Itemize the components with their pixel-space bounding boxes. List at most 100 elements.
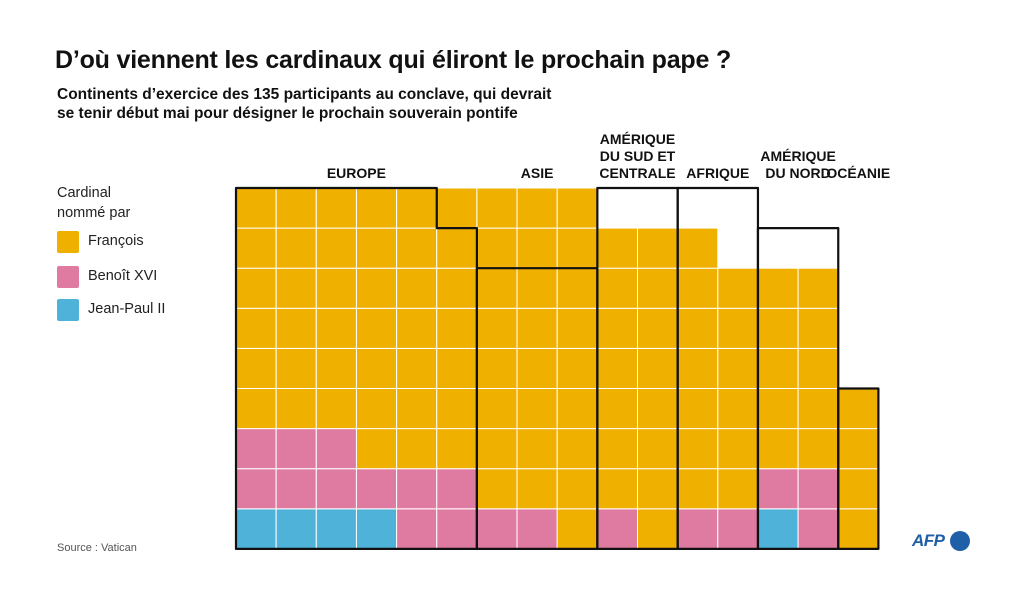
- cell-amerique-du-nord-francois: [757, 388, 799, 430]
- legend-label-benoit-xvi: Benoît XVI: [88, 268, 158, 284]
- afp-logo-dot: [950, 531, 970, 551]
- cell-afrique-francois: [717, 428, 759, 470]
- cell-europe-francois: [396, 307, 438, 349]
- cell-amerique-du-nord-francois: [797, 428, 839, 470]
- cell-afrique-francois: [677, 347, 719, 389]
- cell-afrique-francois: [556, 187, 598, 229]
- cell-afrique-benoit-xvi: [717, 508, 759, 550]
- cell-europe-francois: [396, 347, 438, 389]
- cell-europe-francois: [355, 267, 398, 309]
- cell-europe-francois: [275, 187, 317, 229]
- cell-afrique-francois: [596, 227, 638, 269]
- category-label-afrique-line-1: AFRIQUE: [686, 165, 749, 181]
- cell-europe-benoit-xvi: [315, 428, 357, 470]
- cell-asie-francois: [556, 468, 598, 510]
- afp-logo-text: AFP: [912, 531, 945, 550]
- cell-europe-francois: [235, 267, 277, 309]
- cell-europe-francois: [355, 388, 398, 430]
- cell-asie-francois: [556, 307, 598, 349]
- cell-amerique-du-sud-et-centrale-francois: [637, 267, 679, 309]
- category-outlines: [234, 186, 880, 550]
- cell-europe-francois: [436, 227, 478, 269]
- cell-europe-francois: [315, 307, 357, 349]
- cell-europe-benoit-xvi: [436, 508, 478, 550]
- cell-europe-francois: [355, 307, 398, 349]
- cell-afrique-francois: [717, 388, 759, 430]
- cell-amerique-du-nord-francois: [757, 428, 799, 470]
- cell-europe-francois: [275, 227, 317, 269]
- cell-amerique-du-nord-francois: [797, 347, 839, 389]
- cell-asie-francois: [516, 468, 558, 510]
- cell-amerique-du-nord-francois: [757, 267, 799, 309]
- cell-asie-francois: [516, 267, 558, 309]
- cell-amerique-du-nord-jean-paul-ii: [757, 508, 799, 550]
- cell-amerique-du-sud-et-centrale-francois: [476, 227, 518, 269]
- cell-asie-francois: [476, 428, 518, 470]
- cell-europe-francois: [396, 187, 438, 229]
- cell-amerique-du-nord-francois: [797, 267, 839, 309]
- cell-amerique-du-sud-et-centrale-francois: [476, 187, 518, 229]
- cell-europe-francois: [315, 227, 357, 269]
- cell-europe-benoit-xvi: [396, 468, 438, 510]
- cell-asie-francois: [516, 307, 558, 349]
- cell-afrique-francois: [717, 468, 759, 510]
- cell-europe-francois: [235, 227, 277, 269]
- outline-afrique: [676, 186, 760, 550]
- cell-europe-francois: [396, 227, 438, 269]
- cell-asie-francois: [476, 388, 518, 430]
- cell-asie-francois: [516, 428, 558, 470]
- cell-afrique-francois: [717, 347, 759, 389]
- cell-europe-benoit-xvi: [436, 468, 478, 510]
- cell-europe-benoit-xvi: [396, 508, 438, 550]
- cell-europe-jean-paul-ii: [315, 508, 357, 550]
- cell-asie-francois: [556, 347, 598, 389]
- cell-europe-francois: [235, 388, 277, 430]
- cell-amerique-du-sud-et-centrale-benoit-xvi: [596, 508, 638, 550]
- cell-amerique-du-sud-et-centrale-francois: [596, 388, 638, 430]
- cell-amerique-du-nord-benoit-xvi: [797, 508, 839, 550]
- cell-asie-francois: [476, 347, 518, 389]
- legend-swatch-jean-paul-ii: [57, 299, 79, 321]
- cell-europe-francois: [275, 307, 317, 349]
- cell-amerique-du-sud-et-centrale-francois: [596, 307, 638, 349]
- category-label-amerique-du-sud-et-centrale-line-1: AMÉRIQUE: [600, 131, 675, 147]
- cell-europe-francois: [315, 347, 357, 389]
- cell-europe-francois: [355, 187, 398, 229]
- cell-amerique-du-nord-francois: [757, 307, 799, 349]
- category-label-asie-line-1: ASIE: [521, 165, 554, 181]
- cell-europe-francois: [275, 388, 317, 430]
- cell-asie-francois: [476, 468, 518, 510]
- cell-europe-benoit-xvi: [275, 468, 317, 510]
- cell-europe-francois: [355, 227, 398, 269]
- cell-amerique-du-nord-francois: [797, 388, 839, 430]
- cell-asie-francois: [556, 388, 598, 430]
- cell-asie-francois: [476, 307, 518, 349]
- legend-title-line-2: nommé par: [57, 205, 131, 221]
- cell-europe-francois: [355, 428, 398, 470]
- cell-amerique-du-sud-et-centrale-francois: [436, 187, 478, 229]
- cell-europe-benoit-xvi: [235, 468, 277, 510]
- cell-amerique-du-sud-et-centrale-francois: [596, 267, 638, 309]
- cell-europe-francois: [315, 187, 357, 229]
- chart-title: D’où viennent les cardinaux qui éliront …: [55, 46, 732, 74]
- cell-amerique-du-nord-francois: [637, 227, 679, 269]
- cell-asie-francois: [516, 388, 558, 430]
- cell-afrique-francois: [677, 307, 719, 349]
- cell-afrique-benoit-xvi: [677, 508, 719, 550]
- cell-europe-francois: [235, 347, 277, 389]
- category-label-europe-line-1: EUROPE: [327, 165, 386, 181]
- legend-title: Cardinal nommé par: [57, 183, 130, 223]
- cell-europe-francois: [396, 388, 438, 430]
- cell-europe-jean-paul-ii: [235, 508, 277, 550]
- cell-europe-francois: [436, 347, 478, 389]
- legend-swatch-francois: [57, 231, 79, 253]
- cell-afrique-francois: [717, 307, 759, 349]
- cell-asie-benoit-xvi: [476, 508, 518, 550]
- cell-afrique-francois: [556, 227, 598, 269]
- cell-europe-francois: [436, 388, 478, 430]
- category-label-oceanie-line-1: OCÉANIE: [826, 165, 890, 181]
- cell-amerique-du-sud-et-centrale-francois: [637, 388, 679, 430]
- cell-europe-francois: [355, 347, 398, 389]
